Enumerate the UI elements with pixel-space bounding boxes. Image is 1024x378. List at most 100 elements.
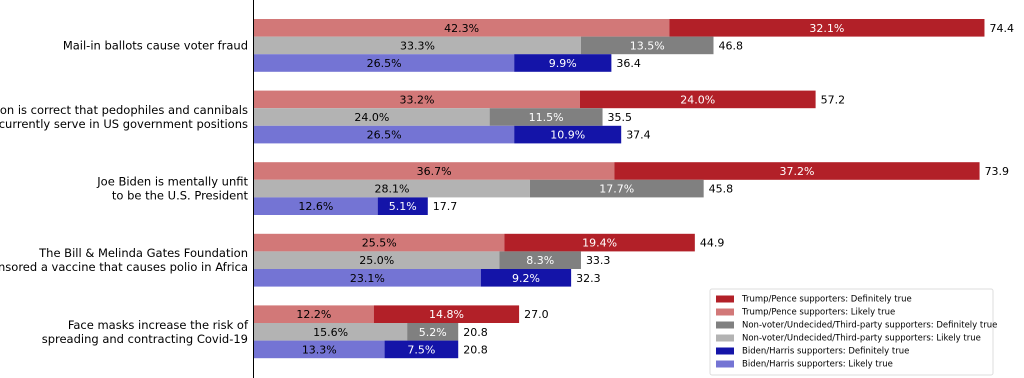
value-label: 24.0%	[680, 93, 715, 106]
total-label: 17.7	[433, 200, 458, 213]
legend-box	[709, 288, 994, 376]
value-label: 12.2%	[296, 308, 331, 321]
value-label: 28.1%	[374, 183, 409, 196]
category-line: currently serve in US government positio…	[0, 117, 248, 131]
value-label: 26.5%	[367, 57, 402, 70]
value-label: 7.5%	[407, 343, 435, 356]
value-label: 9.2%	[512, 272, 540, 285]
bar-segment	[499, 251, 581, 269]
legend-swatch	[716, 308, 734, 316]
value-label: 13.3%	[302, 343, 337, 356]
legend-label: Non-voter/Undecided/Third-party supporte…	[742, 334, 981, 344]
category-line: The Bill & Melinda Gates Foundation	[38, 246, 248, 260]
bar-segment	[514, 54, 612, 72]
legend-label: Trump/Pence supporters: Definitely true	[741, 295, 912, 305]
value-label: 42.3%	[444, 22, 479, 35]
value-label: 12.6%	[298, 200, 333, 213]
value-label: 24.0%	[354, 111, 389, 124]
legend-label: Non-voter/Undecided/Third-party supporte…	[742, 321, 997, 331]
bar-segment	[407, 323, 459, 341]
category-line: Mail-in ballots cause voter fraud	[63, 38, 248, 52]
bar-segment	[254, 340, 385, 359]
value-label: 15.6%	[313, 326, 348, 339]
legend-label: Biden/Harris supporters: Likely true	[742, 360, 893, 370]
value-label: 13.5%	[630, 39, 665, 52]
value-label: 32.1%	[809, 22, 844, 35]
legend-swatch	[716, 347, 734, 355]
bar-segment	[254, 233, 505, 252]
bar-segment	[254, 305, 374, 323]
bar-segment	[579, 90, 816, 109]
bar-segment	[254, 36, 581, 55]
value-label: 5.1%	[389, 200, 417, 213]
bar-segment	[254, 54, 515, 72]
legend-swatch	[716, 360, 734, 368]
bar-segment	[254, 251, 500, 269]
bar-segment	[254, 162, 615, 180]
legend-swatch	[716, 321, 734, 329]
legend-label: Trump/Pence supporters: Likely true	[741, 308, 895, 318]
total-label: 27.0	[524, 308, 549, 321]
legend-swatch	[716, 295, 734, 303]
value-label: 36.7%	[417, 165, 452, 178]
value-label: 11.5%	[529, 111, 564, 124]
bar-segment	[254, 179, 530, 198]
bar-segment	[580, 36, 714, 55]
total-label: 33.3	[586, 254, 611, 267]
bar-segment	[254, 19, 670, 37]
value-label: 33.3%	[400, 39, 435, 52]
bar-segment	[669, 19, 985, 37]
total-label: 57.2	[821, 93, 846, 106]
category-label: Mail-in ballots cause voter fraud	[63, 38, 248, 52]
bar-segment	[489, 108, 603, 126]
bar-segment	[529, 179, 704, 198]
bar-segment	[254, 125, 515, 144]
category-line: Joe Biden is mentally unfit	[96, 174, 248, 188]
bar-segment	[373, 305, 520, 323]
bar-segment	[254, 197, 378, 215]
value-label: 25.5%	[362, 237, 397, 250]
value-label: 9.9%	[549, 57, 577, 70]
value-label: 14.8%	[429, 308, 464, 321]
total-label: 73.9	[985, 165, 1010, 178]
total-label: 74.4	[989, 22, 1014, 35]
total-label: 37.4	[626, 129, 651, 142]
category-label: Joe Biden is mentally unfit to be the U.S…	[96, 174, 248, 202]
bar-segment	[384, 340, 459, 359]
bar-segment	[254, 323, 408, 341]
category-line: Face masks increase the risk of	[68, 317, 249, 331]
bar-segment	[377, 197, 428, 215]
value-label: 10.9%	[550, 129, 585, 142]
category-line: spreading and contracting Covid-19	[42, 331, 248, 345]
category-label: The Bill & Melinda Gates Foundation spons…	[0, 246, 248, 274]
total-label: 45.8	[709, 183, 734, 196]
bar-segment	[254, 108, 490, 126]
value-label: 8.3%	[526, 254, 554, 267]
category-label: Face masks increase the risk of spreading…	[42, 317, 249, 345]
value-label: 19.4%	[582, 237, 617, 250]
category-label: QAnon is correct that pedophiles and can…	[0, 103, 248, 131]
category-line: QAnon is correct that pedophiles and can…	[0, 103, 248, 117]
bar-segment	[614, 162, 980, 180]
bar-segment	[254, 269, 481, 287]
total-label: 32.3	[576, 272, 601, 285]
bar-segment	[480, 269, 572, 287]
value-label: 17.7%	[599, 183, 634, 196]
total-label: 20.8	[463, 326, 488, 339]
legend-label: Biden/Harris supporters: Definitely true	[742, 347, 909, 357]
value-label: 33.2%	[400, 93, 435, 106]
total-label: 35.5	[608, 111, 633, 124]
total-label: 20.8	[463, 343, 488, 356]
category-line: sponsored a vaccine that causes polio in…	[0, 260, 248, 274]
total-label: 44.9	[700, 237, 725, 250]
value-label: 37.2%	[779, 165, 814, 178]
total-label: 46.8	[718, 39, 743, 52]
value-label: 25.0%	[359, 254, 394, 267]
category-line: to be the U.S. President	[112, 188, 249, 202]
value-label: 26.5%	[367, 129, 402, 142]
value-label: 23.1%	[350, 272, 385, 285]
value-label: 5.2%	[419, 326, 447, 339]
bar-segment	[514, 125, 622, 144]
legend-swatch	[716, 334, 734, 342]
